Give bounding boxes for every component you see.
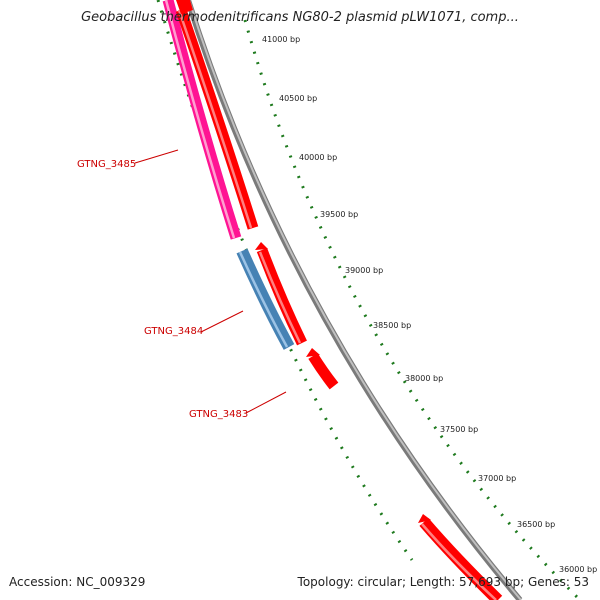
gene-forward-red-2-shine [258, 251, 302, 344]
gene-forward-red-2[interactable] [256, 248, 307, 346]
gene-forward-red-3-shine [421, 523, 497, 600]
map-title: Geobacillus thermodenitrificans NG80-2 p… [81, 10, 519, 25]
plasmid-backbone [185, 0, 523, 600]
tick-label-39000: 39000 bp [345, 266, 383, 275]
tick-label-40000: 40000 bp [299, 153, 337, 162]
tick-label-37000: 37000 bp [478, 474, 516, 483]
gene-leader-gtng-3484 [200, 310, 244, 333]
gene-label-gtng-3484[interactable]: GTNG_3484 [144, 326, 203, 337]
gene-gtng-3483-head [306, 348, 320, 357]
tick-label-37500: 37500 bp [440, 425, 478, 434]
accession-text: Accession: NC_009329 [9, 575, 146, 589]
outer-tick-ring [243, 19, 582, 600]
tick-label-38000: 38000 bp [405, 374, 443, 383]
tick-label-38500: 38500 bp [373, 321, 411, 330]
gene-forward-red-1[interactable] [175, 8, 259, 230]
gene-leader-gtng-3485 [134, 149, 179, 164]
gene-gtng-3483[interactable] [308, 353, 339, 390]
tick-label-36000: 36000 bp [559, 565, 597, 574]
gene-gtng-3485[interactable] [162, 0, 242, 240]
gene-label-gtng-3485[interactable]: GTNG_3485 [77, 159, 136, 170]
topology-summary-text: Topology: circular; Length: 57,693 bp; G… [297, 575, 589, 589]
tick-label-36500: 36500 bp [517, 520, 555, 529]
tick-label-40500: 40500 bp [279, 94, 317, 103]
gene-forward-red-1-shine [177, 9, 253, 229]
gene-label-gtng-3483[interactable]: GTNG_3483 [189, 409, 248, 420]
gene-gtng-3484-shine [238, 251, 289, 348]
gene-gtng-3485-shine [164, 0, 236, 239]
gene-leader-gtng-3483 [245, 391, 287, 414]
gene-forward-red-2-head [255, 242, 268, 250]
tick-label-41000: 41000 bp [262, 35, 300, 44]
tick-label-39500: 39500 bp [320, 210, 358, 219]
gene-forward-red-3[interactable] [419, 518, 503, 600]
plasmid-backbone-highlight [188, 0, 522, 600]
gene-gtng-3484[interactable] [236, 248, 295, 350]
gene-forward-red-3-head [418, 514, 431, 523]
gene-forward-red-0[interactable] [176, 0, 193, 14]
